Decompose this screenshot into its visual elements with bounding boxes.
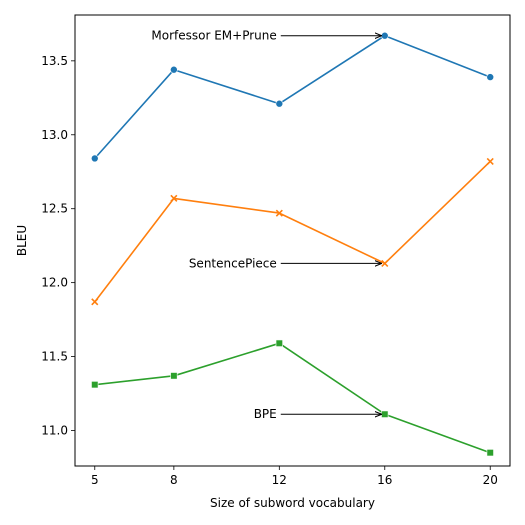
data-point — [170, 372, 178, 380]
y-tick-label: 12.0 — [41, 276, 68, 290]
data-point — [170, 65, 178, 74]
data-point — [486, 73, 495, 81]
data-point — [486, 449, 494, 457]
x-tick-label: 16 — [377, 473, 392, 487]
annotation-label: BPE — [254, 407, 277, 421]
plot-area — [75, 15, 510, 466]
data-point — [275, 209, 283, 217]
data-point — [275, 339, 283, 347]
x-axis-label: Size of subword vocabulary — [210, 496, 375, 510]
y-tick-label: 12.5 — [41, 202, 68, 216]
data-point — [486, 157, 494, 165]
y-tick-label: 13.0 — [41, 128, 68, 142]
data-point — [91, 298, 99, 306]
annotation-label: Morfessor EM+Prune — [151, 29, 276, 43]
chart-marks: Morfessor EM+Prune SentencePiece BPE — [90, 29, 495, 457]
y-tick-label: 13.5 — [41, 54, 68, 68]
data-point — [91, 381, 99, 389]
x-tick-label: 12 — [272, 473, 287, 487]
data-point — [381, 410, 389, 418]
data-point — [381, 259, 389, 267]
x-tick-label: 5 — [91, 473, 99, 487]
annotation-label: SentencePiece — [189, 256, 277, 270]
chart-axes: 5 8 12 16 20 11.0 11.5 12.0 12.5 13.0 13.5 — [41, 54, 498, 487]
x-tick-label: 8 — [170, 473, 178, 487]
y-tick-label: 11.0 — [41, 424, 68, 438]
data-point — [90, 154, 99, 163]
y-axis-label: BLEU — [15, 225, 29, 256]
data-point — [170, 194, 178, 202]
x-tick-label: 20 — [483, 473, 498, 487]
plot-frame — [74, 14, 511, 467]
y-tick-label: 11.5 — [41, 350, 68, 364]
data-point — [380, 31, 389, 40]
data-point — [275, 99, 284, 108]
